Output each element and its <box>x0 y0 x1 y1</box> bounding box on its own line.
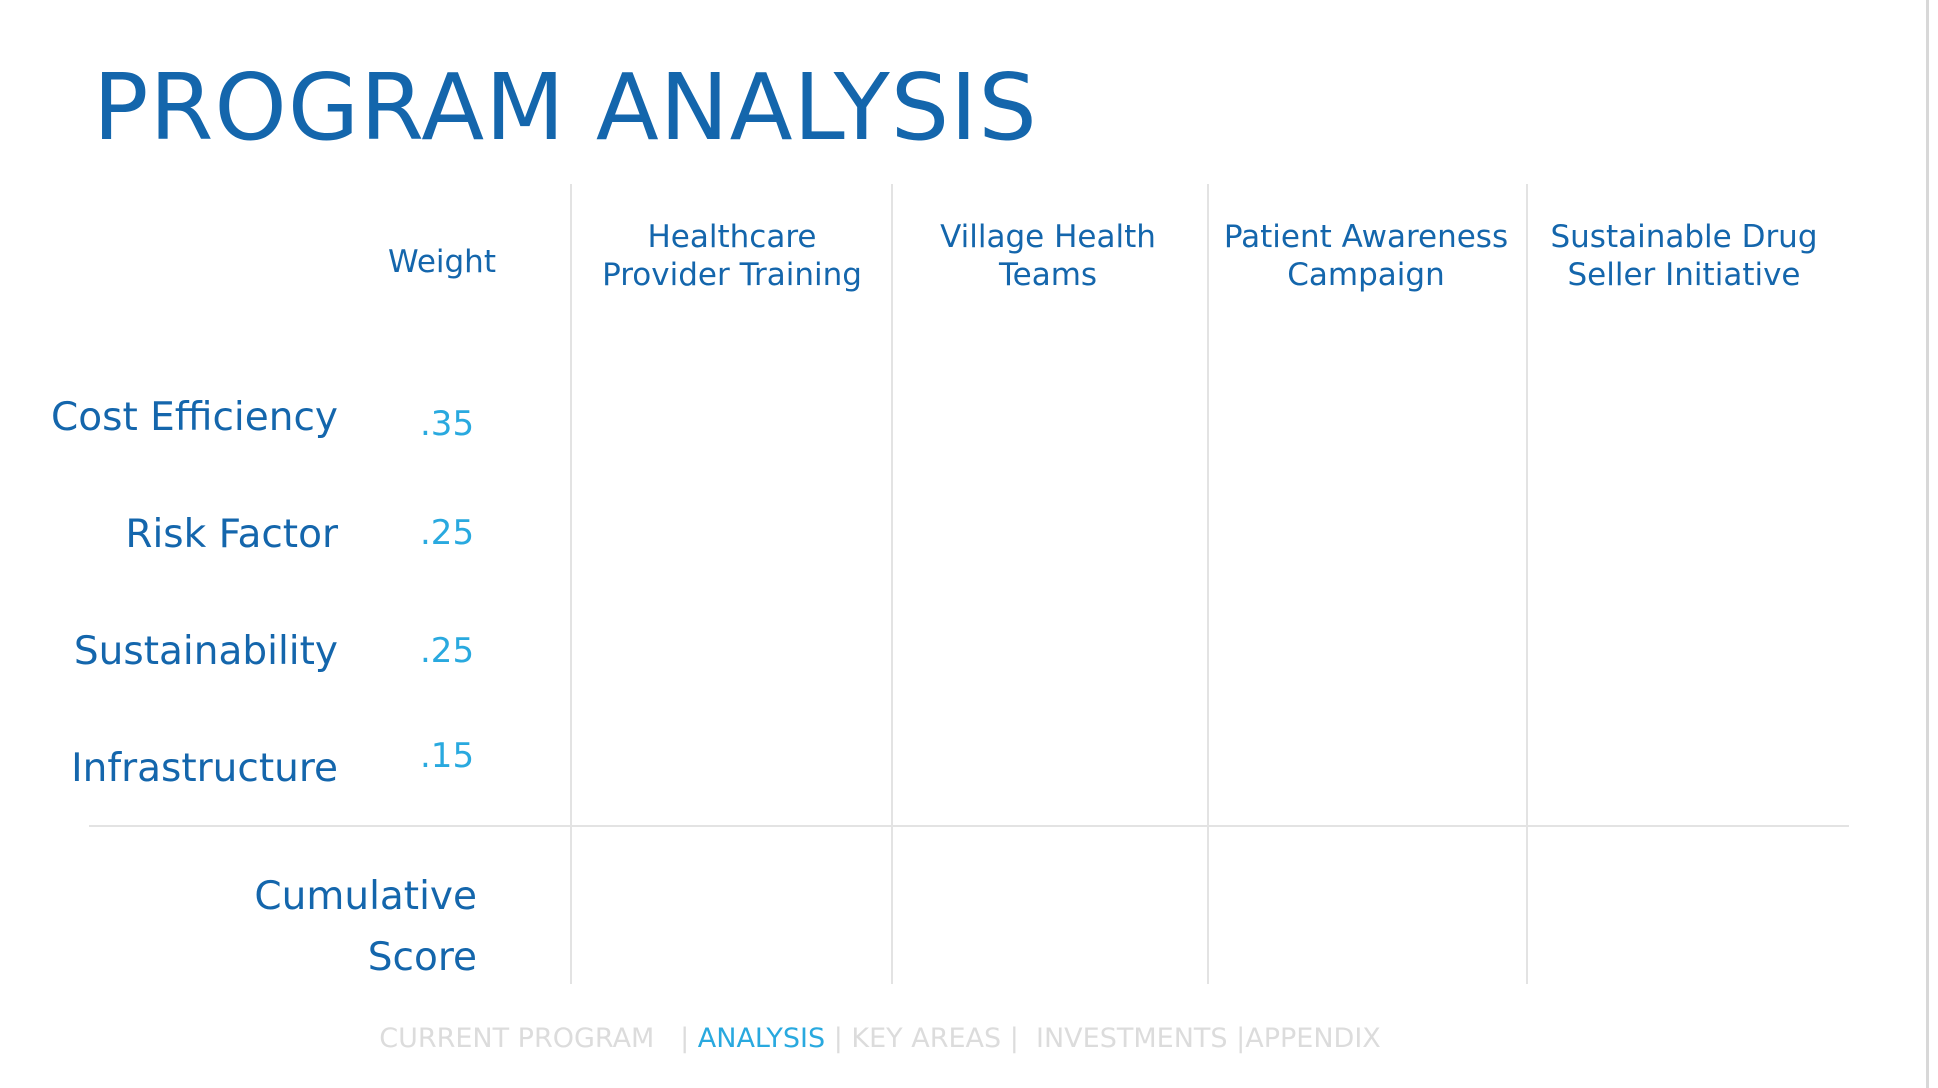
footer-nav-separator: | <box>833 1023 852 1054</box>
column-divider <box>891 184 893 984</box>
cumulative-divider <box>89 825 1849 827</box>
column-divider <box>1207 184 1209 984</box>
row-label-sustainability: Sustainability <box>73 629 338 674</box>
column-header-line: Teams <box>998 257 1098 293</box>
cumulative-score-label: Cumulative Score <box>200 866 477 988</box>
column-divider <box>1526 184 1528 984</box>
column-divider <box>570 184 572 984</box>
footer-nav-separator: | <box>1236 1023 1246 1054</box>
column-header-line: Campaign <box>1287 257 1445 293</box>
weight-header: Weight <box>387 244 496 280</box>
footer-nav-separator: | <box>662 1023 698 1054</box>
row-weight-infrastructure: .15 <box>420 736 475 776</box>
column-header-village-health-teams: Village Health Teams <box>888 218 1208 294</box>
row-weight-risk-factor: .25 <box>420 513 475 553</box>
column-header-line: Village Health <box>940 219 1156 255</box>
cumulative-score-line: Cumulative <box>254 874 477 919</box>
row-weight-sustainability: .25 <box>420 631 475 671</box>
footer-nav-separator: | <box>1009 1023 1037 1054</box>
page-title: PROGRAM ANALYSIS <box>93 54 1038 161</box>
row-label-risk-factor: Risk Factor <box>125 512 338 557</box>
row-label-infrastructure: Infrastructure <box>71 746 338 791</box>
footer-nav-current-program[interactable]: CURRENT PROGRAM <box>379 1023 655 1054</box>
column-header-sustainable-drug-seller-initiative: Sustainable Drug Seller Initiative <box>1524 218 1844 294</box>
footer-nav-key-areas[interactable]: KEY AREAS <box>851 1023 1002 1054</box>
footer-navigation: CURRENT PROGRAM | ANALYSIS | KEY AREAS |… <box>0 1022 1760 1056</box>
footer-nav-appendix[interactable]: APPENDIX <box>1245 1023 1381 1054</box>
footer-nav-analysis[interactable]: ANALYSIS <box>697 1023 826 1054</box>
column-header-line: Sustainable Drug <box>1550 219 1818 255</box>
column-header-patient-awareness-campaign: Patient Awareness Campaign <box>1206 218 1526 294</box>
column-header-line: Patient Awareness <box>1223 219 1509 255</box>
row-label-cost-efficiency: Cost Efficiency <box>51 395 338 440</box>
cumulative-score-line: Score <box>367 935 477 980</box>
slide-right-border <box>1926 0 1929 1088</box>
column-header-line: Provider Training <box>602 257 862 293</box>
row-weight-cost-efficiency: .35 <box>420 404 475 444</box>
column-header-line: Healthcare <box>647 219 817 255</box>
footer-nav-investments[interactable]: INVESTMENTS <box>1036 1023 1228 1054</box>
column-header-line: Seller Initiative <box>1567 257 1801 293</box>
column-header-healthcare-provider-training: Healthcare Provider Training <box>572 218 892 294</box>
